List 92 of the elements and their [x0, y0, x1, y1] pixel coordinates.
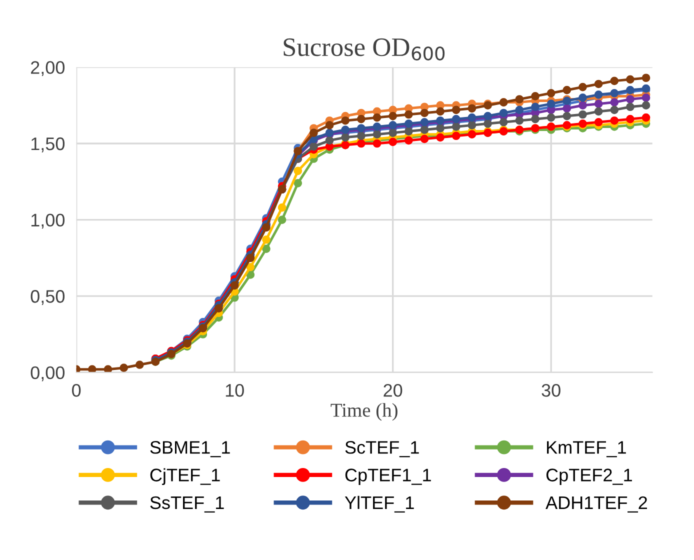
point [562, 112, 572, 120]
point [388, 112, 397, 120]
point [246, 270, 255, 279]
point [420, 134, 429, 144]
point [546, 88, 556, 98]
point [626, 114, 634, 124]
point [515, 106, 524, 114]
point [341, 133, 350, 142]
point [310, 142, 318, 151]
legend-label: ADH1TEF_2 [546, 496, 647, 513]
point [436, 107, 444, 116]
point [246, 262, 255, 272]
point [515, 116, 524, 125]
point [562, 86, 572, 94]
point [262, 244, 270, 253]
point [626, 75, 634, 84]
y-tick-label: 2,00 [31, 61, 65, 76]
legend-label: SsTEF_1 [150, 496, 224, 513]
point [404, 110, 413, 119]
point [404, 127, 413, 136]
legend-label: KmTEF_1 [547, 441, 626, 458]
point [594, 118, 603, 126]
point [546, 100, 556, 108]
point [357, 132, 366, 140]
point [372, 130, 382, 139]
point [341, 116, 350, 125]
point [594, 100, 603, 108]
point [578, 82, 587, 92]
point [104, 365, 112, 372]
point [468, 121, 476, 130]
point [310, 128, 318, 137]
point [594, 107, 603, 116]
point [325, 136, 334, 145]
point [388, 128, 397, 137]
point [642, 74, 650, 82]
point [294, 179, 302, 188]
point [642, 113, 650, 122]
legend-label: CjTEF_1 [150, 468, 220, 486]
point [484, 119, 492, 128]
point [468, 104, 476, 113]
legend-label: SBME1_1 [150, 441, 230, 458]
point [626, 102, 634, 112]
point [120, 364, 128, 372]
point [499, 108, 508, 118]
point [594, 90, 603, 99]
y-tick-label: 0,00 [30, 366, 65, 382]
point [357, 114, 366, 124]
x-axis-title: Time (h) [330, 403, 398, 421]
point [546, 113, 556, 122]
point [642, 94, 650, 102]
point [135, 360, 144, 369]
point [531, 114, 540, 124]
x-tick-label: 0 [72, 384, 81, 397]
point [578, 101, 587, 110]
point [404, 136, 413, 145]
legend-label: YlTEF_1 [344, 496, 414, 513]
point [642, 101, 650, 110]
point [499, 118, 508, 126]
x-tick-label: 30 [542, 384, 560, 397]
point [388, 138, 397, 146]
point [610, 106, 619, 114]
point [594, 80, 603, 88]
point [452, 122, 460, 131]
x-tick-label: 10 [226, 384, 244, 397]
legend-label: CpTEF2_1 [546, 468, 632, 486]
point [294, 166, 302, 176]
y-tick-label: 0,50 [30, 290, 65, 305]
point [278, 216, 286, 224]
point [325, 121, 334, 130]
point [372, 113, 382, 122]
point [436, 124, 444, 132]
point [610, 116, 619, 125]
point [610, 98, 619, 106]
point [610, 76, 619, 86]
point [420, 126, 429, 134]
legend-label: CpTEF1_1 [345, 468, 431, 486]
point [262, 235, 270, 244]
point [531, 102, 540, 112]
point [278, 203, 286, 212]
point [420, 108, 429, 118]
chart-title: Sucrose OD$_{600}$ [284, 38, 445, 60]
point [515, 95, 524, 104]
x-tick-label: 20 [384, 384, 402, 397]
point [578, 110, 587, 119]
legend-label: ScTEF_1 [345, 441, 419, 458]
point [88, 365, 96, 372]
y-tick-label: 1,00 [31, 214, 65, 229]
point [531, 92, 540, 100]
point [372, 139, 382, 148]
point [452, 106, 460, 114]
y-tick-label: 1,50 [31, 137, 65, 152]
point [626, 95, 634, 104]
